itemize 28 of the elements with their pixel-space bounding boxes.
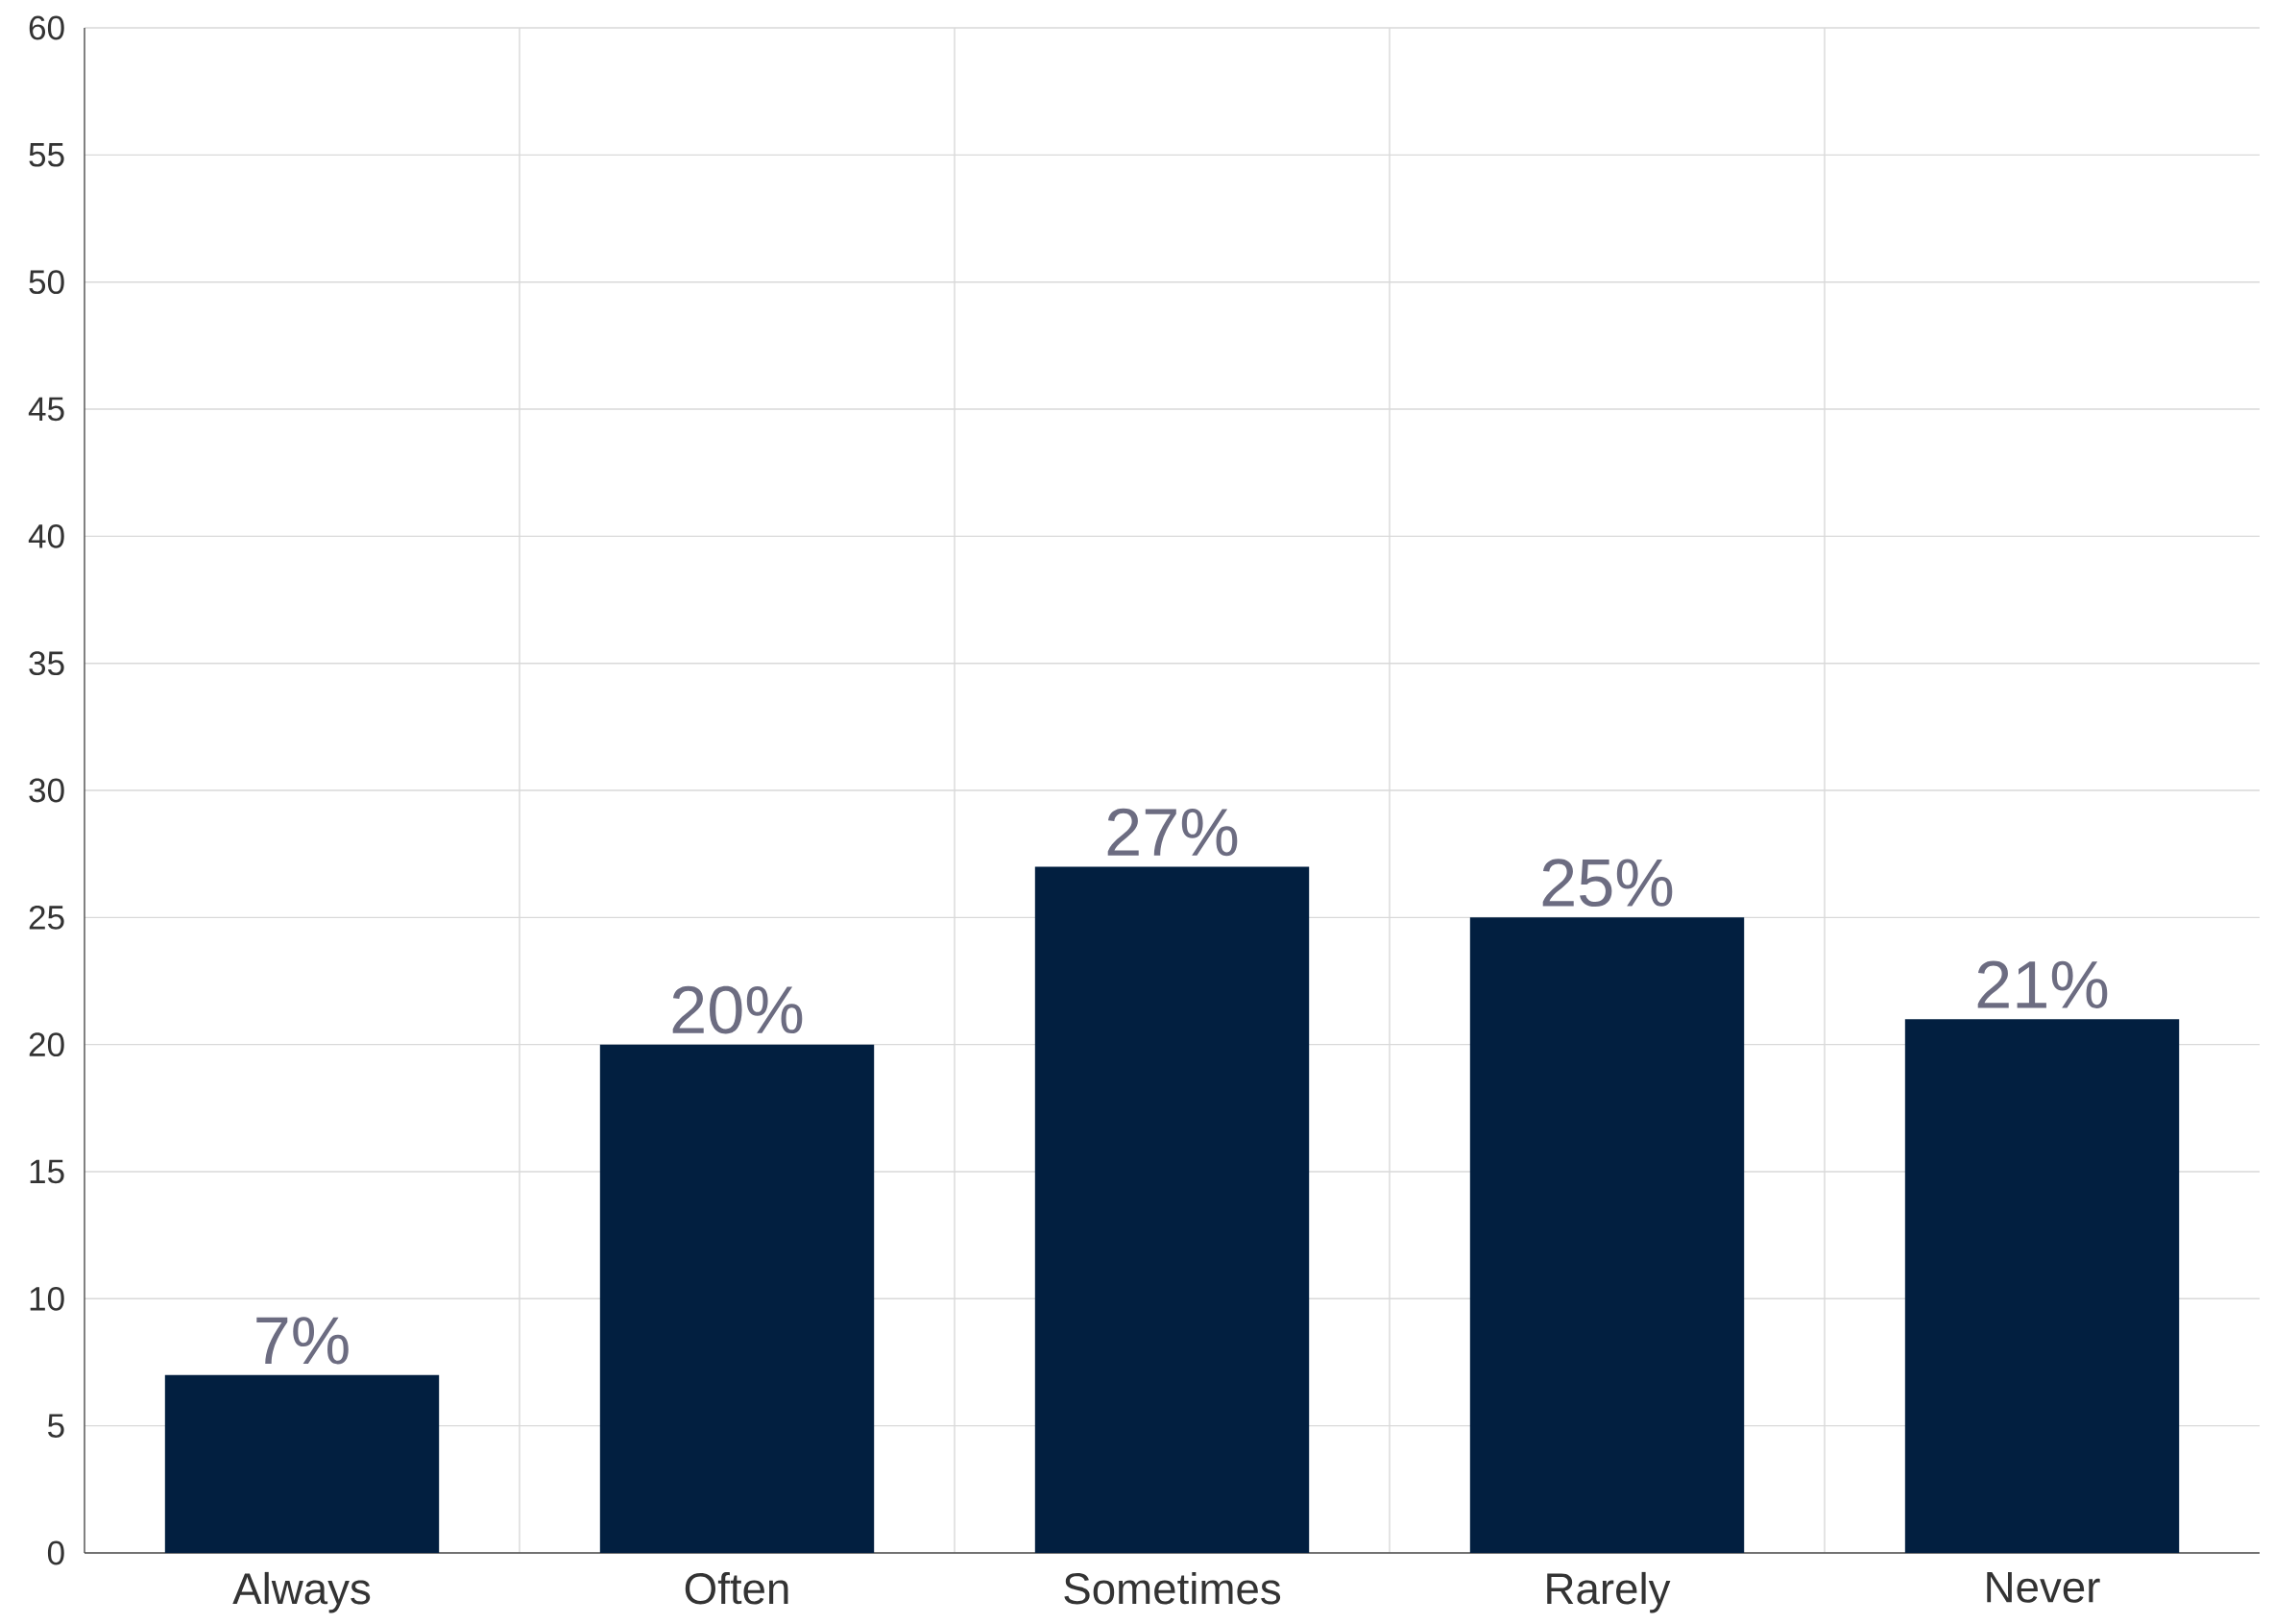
bar <box>1904 1019 2180 1553</box>
x-tick-label: Never <box>1987 1571 2100 1603</box>
bar <box>599 1044 875 1553</box>
data-label: 25% <box>1542 859 1673 907</box>
bar <box>1469 917 1745 1553</box>
y-tick-label: 20 <box>29 1032 64 1056</box>
x-tick-label: Rarely <box>1547 1571 1671 1613</box>
y-tick-label: 40 <box>28 523 64 548</box>
data-label: 20% <box>672 985 803 1034</box>
x-tick-label: Always <box>232 1571 371 1613</box>
data-label: 7% <box>256 1317 349 1365</box>
y-tick-label: 55 <box>29 142 64 167</box>
data-label: 21% <box>1977 960 2108 1008</box>
bar <box>1034 866 1310 1553</box>
x-tick-label: Often <box>685 1571 788 1605</box>
y-tick-label: 5 <box>47 1414 64 1438</box>
y-tick-label: 10 <box>30 1286 64 1311</box>
data-label: 27% <box>1107 808 1238 857</box>
bar <box>164 1374 440 1553</box>
y-tick-label: 50 <box>29 270 64 294</box>
y-tick-label: 15 <box>30 1159 64 1184</box>
y-tick-label: 60 <box>29 15 64 40</box>
y-tick-label: 25 <box>29 905 64 930</box>
y-tick-label: 35 <box>29 651 64 675</box>
y-tick-label: 30 <box>29 778 64 803</box>
x-tick-label: Sometimes <box>1064 1571 1281 1605</box>
y-tick-label: 45 <box>28 397 64 422</box>
y-tick-label: 0 <box>47 1540 64 1565</box>
